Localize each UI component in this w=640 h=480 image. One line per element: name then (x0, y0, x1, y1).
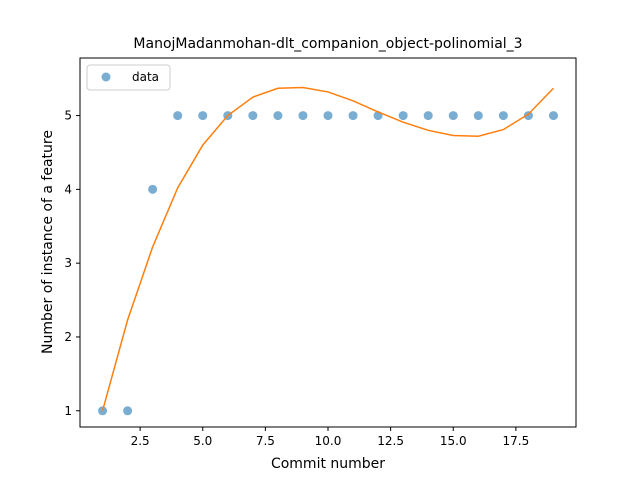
data-point (273, 111, 283, 121)
x-tick-label: 17.5 (503, 434, 530, 448)
y-axis: 1 2 3 4 5 (64, 109, 80, 418)
data-point (498, 111, 508, 121)
data-point (298, 111, 308, 121)
data-point (173, 111, 183, 121)
x-tick-label: 5.0 (193, 434, 212, 448)
y-tick-label: 4 (64, 182, 72, 196)
x-tick-label: 12.5 (377, 434, 404, 448)
fit-line (101, 86, 554, 411)
data-point (123, 406, 133, 416)
legend-label-data: data (132, 70, 159, 84)
y-tick-label: 1 (64, 404, 72, 418)
data-point (423, 111, 433, 121)
legend: data (86, 64, 171, 91)
data-point (148, 184, 158, 194)
data-point (348, 111, 358, 121)
data-point (323, 111, 333, 121)
x-tick-label: 2.5 (131, 434, 150, 448)
y-tick-label: 3 (64, 256, 72, 270)
x-axis-label: Commit number (271, 456, 385, 472)
data-point (198, 111, 208, 121)
data-point (248, 111, 258, 121)
y-tick-label: 2 (64, 330, 72, 344)
data-point (398, 111, 408, 121)
legend-box (86, 64, 171, 91)
x-tick-label: 7.5 (256, 434, 275, 448)
x-tick-label: 15.0 (440, 434, 467, 448)
x-tick-label: 10.0 (315, 434, 342, 448)
x-axis: 2.5 5.0 7.5 10.0 12.5 15.0 17.5 (131, 427, 530, 448)
plot-area (98, 86, 558, 416)
data-point (523, 111, 533, 121)
data-point (473, 111, 483, 121)
y-tick-label: 5 (64, 109, 72, 123)
data-point (548, 111, 558, 121)
legend-marker (101, 72, 111, 82)
data-point (448, 111, 458, 121)
y-axis-label: Number of instance of a feature (40, 130, 56, 354)
chart-title: ManojMadanmohan-dlt_companion_object-pol… (133, 36, 522, 52)
